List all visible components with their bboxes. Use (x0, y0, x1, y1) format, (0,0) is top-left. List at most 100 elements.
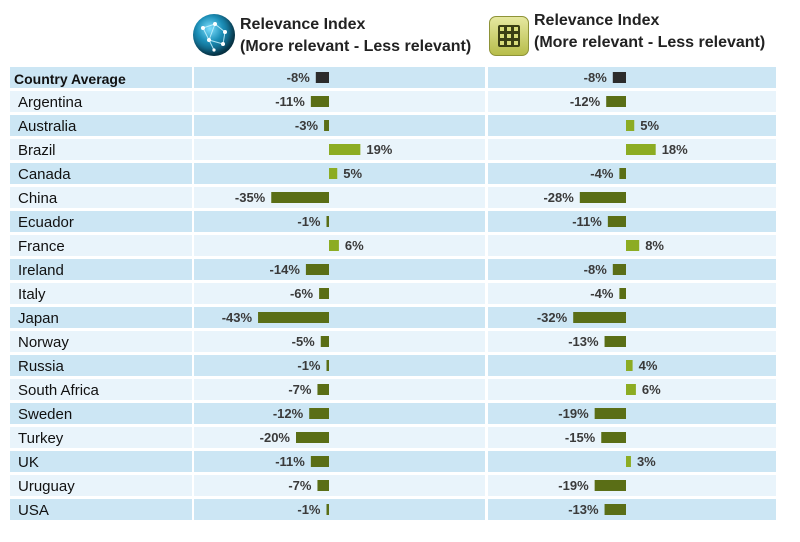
row-label: UK (18, 454, 39, 471)
row-stripe (194, 67, 485, 88)
bar-right (607, 216, 626, 227)
row-stripe (10, 331, 192, 352)
data-label-right: -19% (558, 406, 589, 421)
row-stripe (194, 427, 485, 448)
row-label: Russia (18, 358, 64, 375)
data-label-right: -8% (584, 70, 608, 85)
data-label-right: -15% (565, 430, 596, 445)
data-label-right: -32% (537, 310, 568, 325)
row-label: Brazil (18, 142, 56, 159)
row-label: Argentina (18, 94, 83, 111)
bar-right (573, 312, 626, 323)
header-left: Relevance Index (More relevant - Less re… (240, 14, 471, 58)
row-stripe (488, 475, 776, 496)
row-label: China (18, 190, 58, 207)
row-stripe (194, 331, 485, 352)
data-label-left: -35% (235, 190, 266, 205)
row-stripe (488, 211, 776, 232)
bar-right (594, 408, 626, 419)
row-stripe (488, 451, 776, 472)
data-label-left: 5% (343, 166, 362, 181)
row-stripe (194, 235, 485, 256)
header-left-line2: (More relevant - Less relevant) (240, 38, 472, 55)
row-stripe (10, 211, 192, 232)
row-label: Ireland (18, 262, 64, 279)
row-stripe (488, 163, 776, 184)
bar-left (326, 216, 329, 227)
row-stripe (194, 475, 485, 496)
row-stripe (10, 355, 192, 376)
bar-left (310, 96, 329, 107)
data-label-left: -11% (275, 454, 305, 469)
row-stripe (194, 115, 485, 136)
data-label-right: -13% (568, 334, 599, 349)
data-label-left: -1% (297, 214, 321, 229)
data-label-right: 4% (639, 358, 658, 373)
row-stripe (194, 379, 485, 400)
row-label: Japan (18, 310, 59, 327)
data-label-right: 18% (662, 142, 688, 157)
row-stripe (10, 499, 192, 520)
data-label-right: -13% (568, 502, 599, 517)
header-left-line1: Relevance Index (240, 16, 366, 33)
row-label: France (18, 238, 65, 255)
bar-left (320, 336, 329, 347)
row-stripe (10, 235, 192, 256)
bar-right (626, 384, 636, 395)
bar-right (626, 120, 635, 131)
bar-right (604, 336, 626, 347)
bar-left (296, 432, 329, 443)
row-stripe (488, 91, 776, 112)
row-label: Sweden (18, 406, 73, 423)
row-stripe (488, 67, 776, 88)
data-label-right: -4% (590, 166, 614, 181)
data-label-left: -14% (270, 262, 301, 277)
row-stripe (10, 259, 192, 280)
bar-right (619, 288, 626, 299)
bar-left (309, 408, 329, 419)
row-stripe (194, 163, 485, 184)
row-stripe (10, 91, 192, 112)
row-stripe (488, 307, 776, 328)
bar-right (612, 264, 626, 275)
bar-right (626, 144, 656, 155)
data-label-left: -5% (292, 334, 316, 349)
row-stripe (10, 139, 192, 160)
row-stripe (488, 499, 776, 520)
row-stripe (194, 259, 485, 280)
row-stripe (10, 451, 192, 472)
bar-right (619, 168, 626, 179)
bar-left (329, 168, 338, 179)
row-stripe (10, 67, 192, 88)
row-stripe (488, 259, 776, 280)
row-label: South Africa (18, 382, 99, 399)
row-stripe (194, 283, 485, 304)
bar-right (606, 96, 626, 107)
data-label-right: 6% (642, 382, 661, 397)
bar-left (324, 120, 329, 131)
bar-right (579, 192, 626, 203)
row-label: Turkey (18, 430, 64, 447)
bar-left (315, 72, 329, 83)
bar-left (317, 384, 329, 395)
row-stripe (488, 187, 776, 208)
row-stripe (10, 475, 192, 496)
data-label-left: 19% (366, 142, 392, 157)
header-right-line1: Relevance Index (534, 12, 660, 29)
data-label-left: -7% (288, 382, 312, 397)
bar-left (258, 312, 329, 323)
data-label-left: 6% (345, 238, 364, 253)
data-label-right: 5% (640, 118, 659, 133)
header-right-line2: (More relevant - Less relevant) (534, 34, 766, 51)
data-label-left: -8% (287, 70, 311, 85)
data-label-right: 3% (637, 454, 656, 469)
row-stripe (194, 403, 485, 424)
row-stripe (10, 115, 192, 136)
row-stripe (488, 403, 776, 424)
bar-right (626, 360, 633, 371)
grid-app-icon (489, 16, 529, 56)
bar-right (594, 480, 626, 491)
globe-network-icon (193, 14, 235, 56)
row-label: Italy (18, 286, 46, 303)
data-label-right: -8% (584, 262, 608, 277)
